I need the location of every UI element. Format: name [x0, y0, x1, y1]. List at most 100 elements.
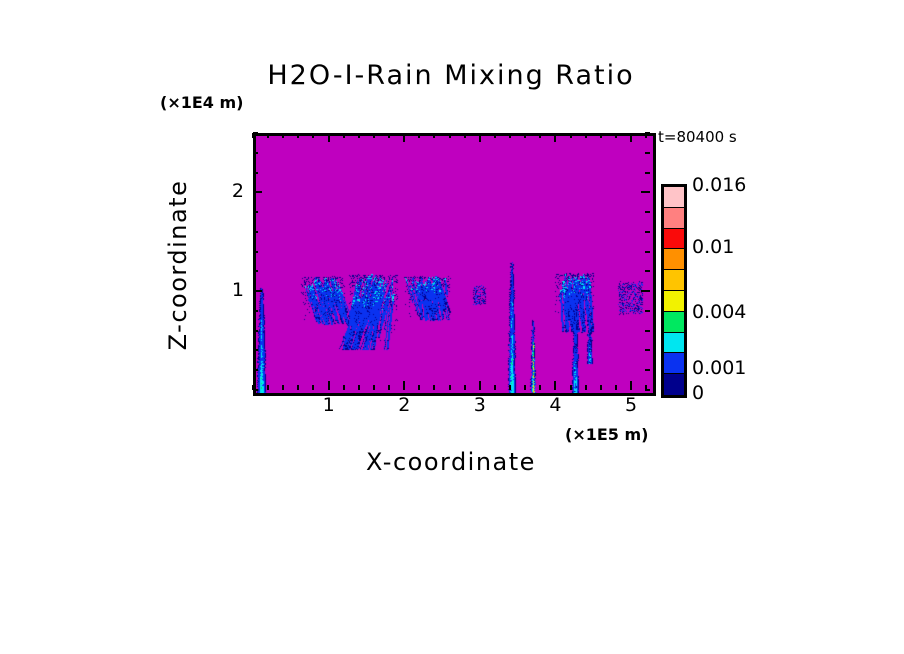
y-axis-unit-label: (×1E4 m) [160, 93, 244, 112]
x-tick-top [312, 133, 315, 138]
x-tick-bottom [554, 381, 557, 390]
x-tick-bottom [569, 385, 572, 390]
colorbar-band-green [664, 311, 684, 333]
x-tick-top [569, 133, 572, 138]
x-tick-bottom [252, 385, 254, 390]
colorbar-band-pink [664, 187, 684, 208]
y-tick-left [253, 191, 262, 194]
x-axis-unit-label: (×1E5 m) [565, 425, 649, 444]
x-tick-bottom [372, 385, 375, 390]
colorbar-label-0p01: 0.01 [692, 236, 735, 259]
x-tick-bottom [463, 385, 466, 390]
x-tick-top [252, 133, 254, 138]
y-tick-label: 1 [231, 279, 244, 302]
x-tick-bottom [433, 385, 436, 390]
y-tick-left [253, 230, 258, 233]
y-tick-left [253, 151, 258, 154]
x-tick-bottom [524, 385, 527, 390]
x-tick-bottom [493, 385, 496, 390]
x-tick-bottom [478, 381, 481, 390]
y-tick-left [253, 132, 258, 134]
x-tick-label: 2 [398, 394, 411, 416]
x-tick-bottom [448, 385, 451, 390]
x-tick-top [524, 133, 527, 138]
x-tick-top [433, 133, 436, 138]
colorbar-band-red [664, 228, 684, 250]
y-tick-left [253, 329, 258, 332]
colorbar-band-yellow [664, 290, 684, 312]
y-tick-right [645, 329, 650, 332]
heatmap-data-layer [256, 136, 653, 393]
y-tick-right [645, 389, 650, 391]
x-tick-top [372, 133, 375, 138]
y-tick-right [645, 369, 650, 372]
x-tick-top [509, 133, 512, 138]
x-tick-bottom [509, 385, 512, 390]
colorbar-band-navy [664, 374, 684, 395]
x-tick-top [448, 133, 451, 138]
y-tick-right [645, 349, 650, 352]
x-tick-bottom [312, 385, 315, 390]
y-tick-right [645, 250, 650, 253]
x-tick-top [418, 133, 421, 138]
time-annotation: t=80400 s [658, 128, 737, 146]
x-tick-bottom [630, 381, 633, 390]
y-tick-label: 2 [231, 180, 244, 203]
x-tick-top [403, 133, 406, 142]
y-tick-left [253, 389, 258, 391]
y-tick-right [641, 290, 650, 293]
y-tick-right [645, 151, 650, 154]
y-tick-right [645, 211, 650, 214]
y-tick-left [253, 309, 258, 312]
x-tick-top [478, 133, 481, 142]
colorbar-band-cyan [664, 332, 684, 354]
y-tick-left [253, 171, 258, 174]
x-tick-bottom [357, 385, 360, 390]
x-tick-bottom [403, 381, 406, 390]
plot-title-text: H2O-I-Rain Mixing Ratio [267, 60, 635, 91]
colorbar [661, 184, 687, 398]
x-tick-bottom [645, 385, 648, 390]
x-tick-top [342, 133, 345, 138]
x-tick-top [630, 133, 633, 142]
x-tick-top [584, 133, 587, 138]
y-tick-left [253, 250, 258, 253]
x-tick-bottom [614, 385, 617, 390]
x-tick-top [267, 133, 270, 138]
x-tick-bottom [584, 385, 587, 390]
x-tick-label: 1 [322, 394, 335, 416]
y-tick-left [253, 270, 258, 273]
colorbar-band-orange [664, 249, 684, 271]
x-tick-top [463, 133, 466, 138]
x-tick-bottom [599, 385, 602, 390]
x-tick-bottom [342, 385, 345, 390]
x-tick-top [493, 133, 496, 138]
x-axis-title: X-coordinate [0, 448, 904, 476]
y-tick-left [253, 369, 258, 372]
colorbar-label-0p004: 0.004 [692, 300, 747, 323]
x-tick-top [614, 133, 617, 138]
x-tick-bottom [539, 385, 542, 390]
x-tick-top [388, 133, 391, 138]
page-title: H2O-I-Rain Mixing Ratio [0, 60, 904, 91]
colorbar-label-0p016: 0.016 [692, 174, 747, 196]
y-tick-right [645, 270, 650, 273]
y-tick-right [645, 171, 650, 174]
y-axis-title: Z-coordinate [164, 179, 192, 351]
x-tick-label: 3 [473, 394, 486, 416]
colorbar-band-blue [664, 353, 684, 375]
y-tick-right [645, 132, 650, 134]
x-tick-label: 5 [625, 394, 638, 416]
x-tick-top [645, 133, 648, 138]
y-tick-left [253, 290, 262, 293]
colorbar-label-0: 0 [692, 382, 705, 404]
colorbar-band-salmon [664, 207, 684, 229]
y-tick-left [253, 349, 258, 352]
y-tick-right [641, 191, 650, 194]
x-tick-bottom [297, 385, 300, 390]
x-tick-label: 4 [549, 394, 562, 416]
x-tick-top [297, 133, 300, 138]
colorbar-label-0p001: 0.001 [692, 357, 747, 380]
x-tick-top [554, 133, 557, 142]
